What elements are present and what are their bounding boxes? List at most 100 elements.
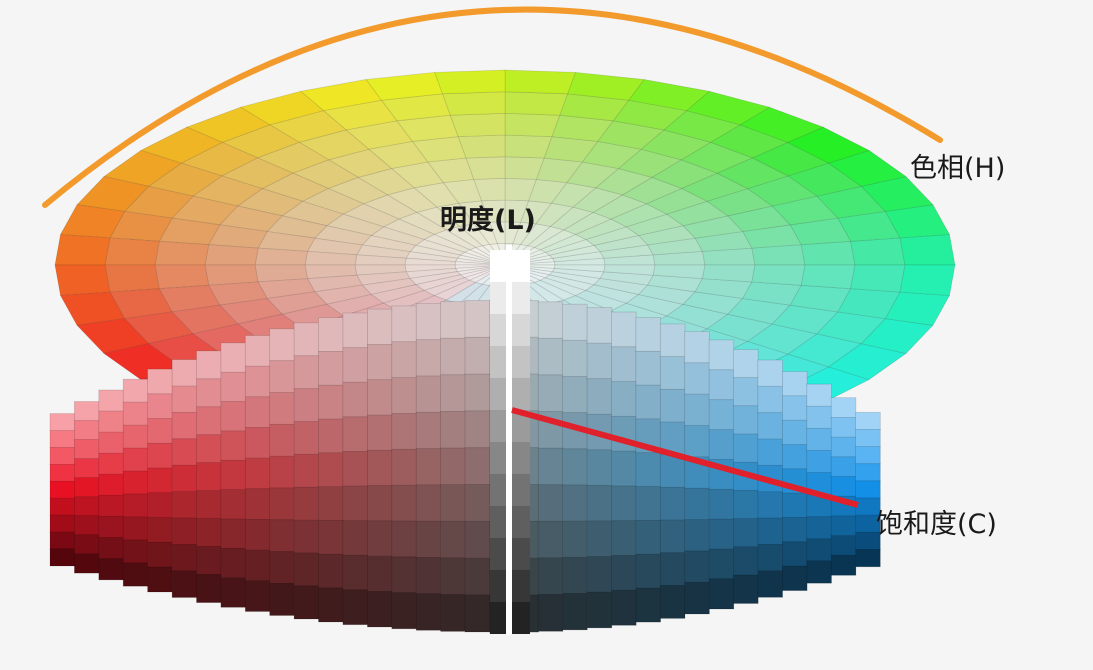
front-block xyxy=(391,520,417,558)
front-block xyxy=(318,452,344,488)
front-block xyxy=(244,580,271,612)
front-block xyxy=(342,589,368,626)
front-block xyxy=(293,552,320,587)
front-block xyxy=(220,459,246,491)
top-block xyxy=(702,264,756,283)
front-block xyxy=(391,448,417,486)
front-block xyxy=(782,541,808,567)
front-block xyxy=(830,397,857,419)
front-block xyxy=(147,492,173,519)
front-block xyxy=(342,347,368,383)
front-block xyxy=(196,378,222,408)
front-block xyxy=(415,593,442,631)
top-block xyxy=(899,234,956,266)
front-block xyxy=(757,570,784,598)
front-block xyxy=(49,514,76,533)
front-block xyxy=(391,592,417,630)
front-block xyxy=(98,537,124,560)
front-block xyxy=(806,405,832,430)
front-block xyxy=(342,554,368,591)
front-block xyxy=(757,412,784,440)
top-block xyxy=(850,237,906,266)
front-block xyxy=(684,330,710,364)
front-block xyxy=(342,416,368,453)
top-block xyxy=(154,264,210,290)
front-block xyxy=(391,377,417,415)
front-block xyxy=(244,365,271,398)
front-block xyxy=(562,556,588,595)
front-block xyxy=(464,557,491,596)
front-block xyxy=(708,548,735,580)
front-block xyxy=(855,480,881,499)
front-block xyxy=(684,487,710,521)
front-block xyxy=(782,395,808,421)
front-block xyxy=(147,467,173,494)
front-block xyxy=(782,419,808,446)
front-block xyxy=(733,405,759,435)
front-block xyxy=(269,487,295,521)
front-block xyxy=(366,449,393,487)
front-block xyxy=(806,427,832,452)
front-block xyxy=(562,448,588,486)
front-block xyxy=(586,520,613,558)
front-block xyxy=(659,552,686,587)
front-block xyxy=(586,556,613,593)
front-block xyxy=(415,302,442,341)
top-block xyxy=(751,264,806,286)
front-block xyxy=(757,438,784,467)
front-block xyxy=(98,410,124,433)
front-block xyxy=(342,520,368,556)
front-block xyxy=(74,458,100,479)
front-block xyxy=(757,359,784,388)
top-block xyxy=(457,134,506,159)
top-block xyxy=(850,264,906,293)
front-block xyxy=(366,343,393,381)
front-block xyxy=(220,547,246,579)
front-block xyxy=(684,393,710,427)
front-block xyxy=(220,401,246,432)
top-block xyxy=(104,264,160,293)
front-block xyxy=(196,518,222,548)
front-block xyxy=(635,317,662,352)
front-block xyxy=(440,557,466,596)
front-block xyxy=(293,585,320,620)
front-block xyxy=(708,369,735,401)
front-block xyxy=(220,430,246,461)
front-block xyxy=(49,463,76,482)
front-block xyxy=(122,493,149,518)
front-block xyxy=(171,517,198,546)
front-block xyxy=(391,484,417,522)
top-block xyxy=(800,240,856,266)
front-block xyxy=(782,444,808,470)
front-block xyxy=(464,520,491,559)
front-block xyxy=(74,477,100,498)
top-block xyxy=(899,264,956,296)
front-block xyxy=(415,339,442,377)
front-block xyxy=(855,549,881,568)
front-block xyxy=(537,594,564,632)
front-block xyxy=(122,378,149,403)
front-block xyxy=(611,555,637,591)
front-block xyxy=(49,497,76,516)
front-block xyxy=(244,335,271,367)
top-block xyxy=(800,264,856,290)
front-block xyxy=(586,591,613,629)
front-block xyxy=(806,538,832,562)
front-block xyxy=(147,517,173,543)
front-block xyxy=(659,323,686,358)
front-block xyxy=(830,515,857,537)
front-block xyxy=(537,447,564,486)
front-block xyxy=(635,452,662,488)
front-block xyxy=(171,411,198,440)
front-block xyxy=(171,570,198,598)
front-block xyxy=(635,520,662,555)
front-block xyxy=(269,519,295,553)
front-block xyxy=(611,485,637,522)
front-block xyxy=(733,546,759,576)
front-block xyxy=(220,371,246,403)
front-block xyxy=(98,558,124,581)
front-block xyxy=(171,491,198,519)
front-block xyxy=(220,342,246,373)
front-block xyxy=(244,519,271,551)
front-block xyxy=(440,484,466,522)
